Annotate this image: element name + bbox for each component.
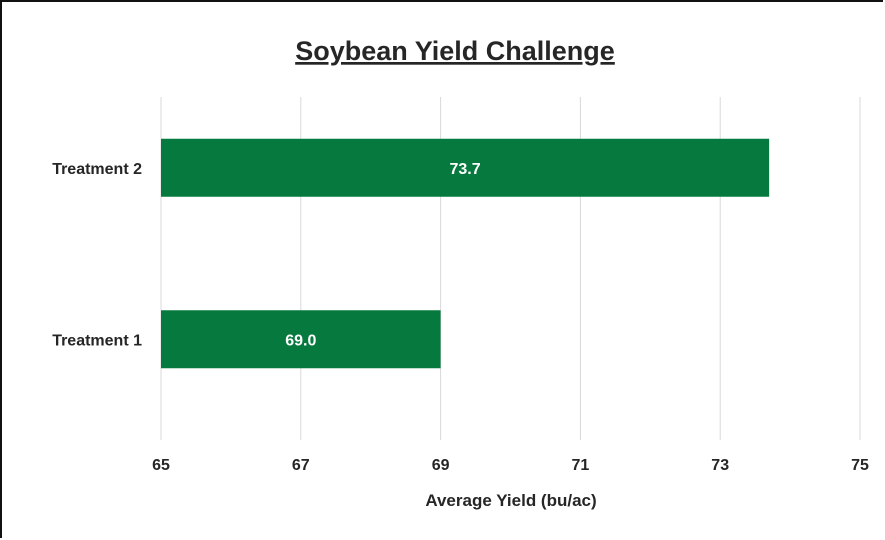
x-axis-label: Average Yield (bu/ac) [425,491,596,510]
x-tick-label: 75 [851,457,869,474]
x-tick-label: 69 [432,457,450,474]
x-tick-label: 67 [292,457,310,474]
x-tick-labels: 65 67 69 71 73 75 [152,457,869,474]
chart-title: Soybean Yield Challenge [295,36,615,66]
x-tick-label: 73 [711,457,729,474]
category-label: Treatment 1 [52,332,142,349]
category-labels: Treatment 2 Treatment 1 [52,161,142,350]
x-tick-label: 71 [572,457,590,474]
bar [161,138,770,197]
category-label: Treatment 2 [52,161,142,178]
bar-value-label: 73.7 [449,161,480,178]
bar-value-label: 69.0 [285,332,316,349]
bars: 73.7 69.0 [161,138,770,369]
x-tick-label: 65 [152,457,170,474]
bar [161,310,441,369]
